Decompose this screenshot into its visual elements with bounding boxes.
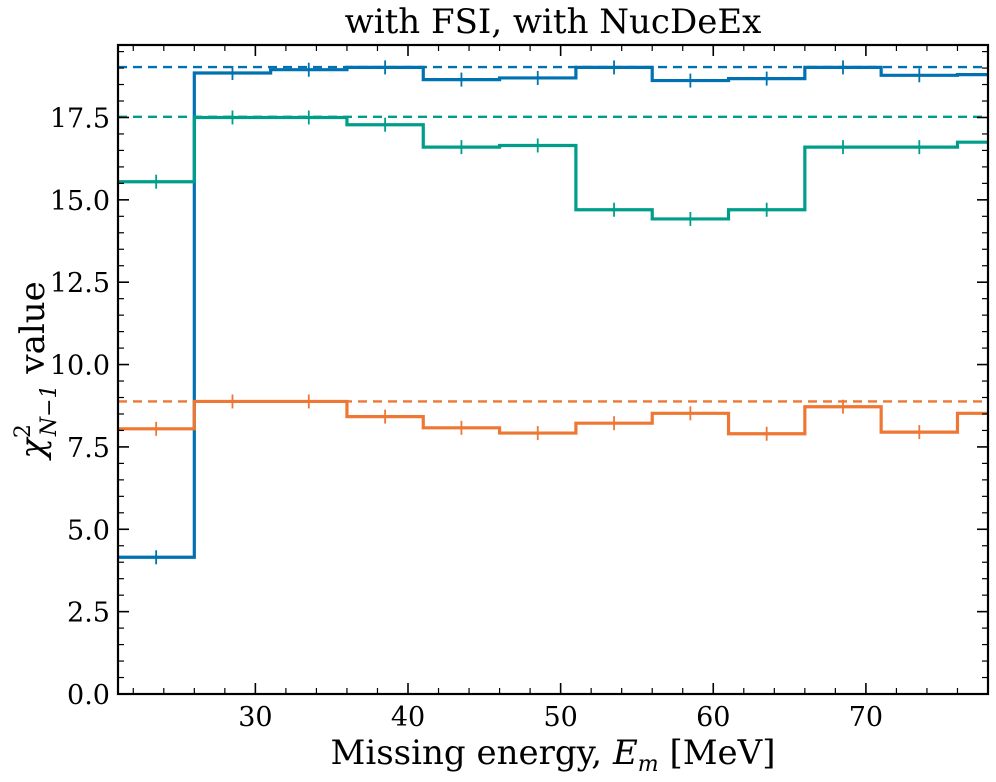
blue-step-line: [118, 65, 988, 559]
y-tick-label: 17.5: [50, 103, 110, 134]
x-tick-label: 40: [391, 702, 425, 733]
y-tick-label: 12.5: [50, 268, 110, 299]
y-tick-label: 10.0: [50, 351, 110, 382]
x-tick-label: 60: [696, 702, 730, 733]
chart-title: with FSI, with NucDeEx: [345, 2, 762, 42]
y-tick-label: 2.5: [67, 598, 110, 629]
y-tick-label: 7.5: [67, 433, 110, 464]
x-tick-label: 50: [543, 702, 577, 733]
orange-step-line: [118, 399, 988, 436]
y-tick-label: 5.0: [67, 515, 110, 546]
teal-step-line: [118, 115, 988, 221]
y-tick-label: 15.0: [50, 186, 110, 217]
x-tick-label: 70: [849, 702, 883, 733]
series-layer: [118, 60, 988, 565]
x-axis-label: Missing energy, Em [MeV]: [331, 733, 776, 777]
y-tick-label: 0.0: [67, 680, 110, 711]
x-tick-label: 30: [238, 702, 272, 733]
tick-layer: 30 40 50 60 70 0.0 2.5 5.0 7.5 10.0 12.5 15.0 17.5: [50, 45, 989, 733]
y-axis-label: χ2N−1 value: [11, 281, 62, 460]
plot-frame: [116, 43, 990, 696]
